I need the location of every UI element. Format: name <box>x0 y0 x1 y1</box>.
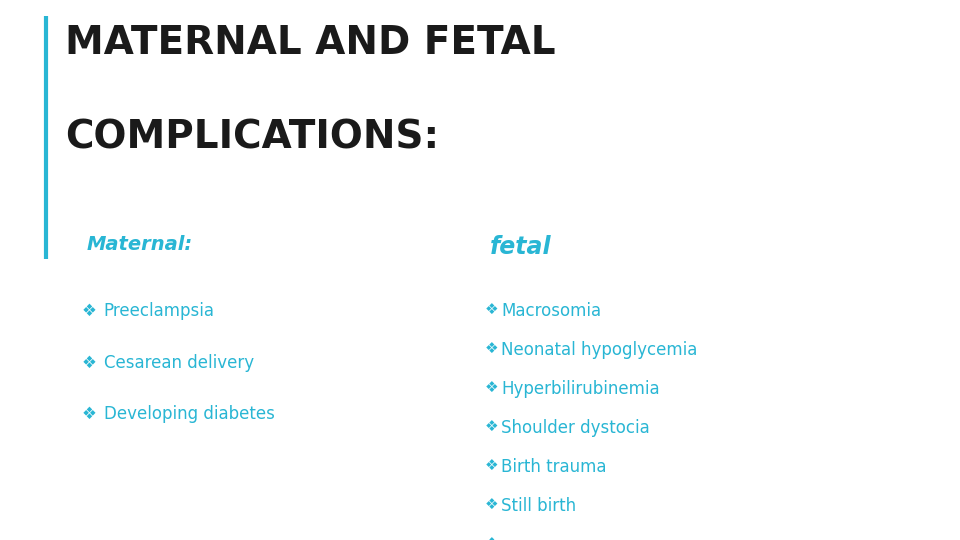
Text: COMPLICATIONS:: COMPLICATIONS: <box>65 119 440 157</box>
Text: ❖: ❖ <box>82 405 96 423</box>
Text: Neonatal hypoglycemia: Neonatal hypoglycemia <box>501 341 698 359</box>
Text: ❖: ❖ <box>485 341 498 356</box>
Text: ❖: ❖ <box>82 302 96 320</box>
Text: Maternal:: Maternal: <box>86 235 193 254</box>
Text: ❖: ❖ <box>485 458 498 473</box>
Text: Developing diabetes: Developing diabetes <box>104 405 275 423</box>
Text: Cesarean delivery: Cesarean delivery <box>104 354 253 372</box>
Text: Hyperbilirubinemia: Hyperbilirubinemia <box>501 380 660 398</box>
Text: ❖: ❖ <box>485 419 498 434</box>
Text: Still birth: Still birth <box>501 497 576 515</box>
Text: ..............................: .............................. <box>501 536 659 540</box>
Text: Preeclampsia: Preeclampsia <box>104 302 215 320</box>
Text: ❖: ❖ <box>485 380 498 395</box>
Text: Birth trauma: Birth trauma <box>501 458 607 476</box>
Text: fetal: fetal <box>490 235 551 259</box>
Text: ❖: ❖ <box>485 536 498 540</box>
Text: Shoulder dystocia: Shoulder dystocia <box>501 419 650 437</box>
Text: Macrosomia: Macrosomia <box>501 302 601 320</box>
Text: MATERNAL AND FETAL: MATERNAL AND FETAL <box>65 24 556 62</box>
Text: ❖: ❖ <box>485 497 498 512</box>
Text: ❖: ❖ <box>82 354 96 372</box>
Text: ❖: ❖ <box>485 302 498 318</box>
